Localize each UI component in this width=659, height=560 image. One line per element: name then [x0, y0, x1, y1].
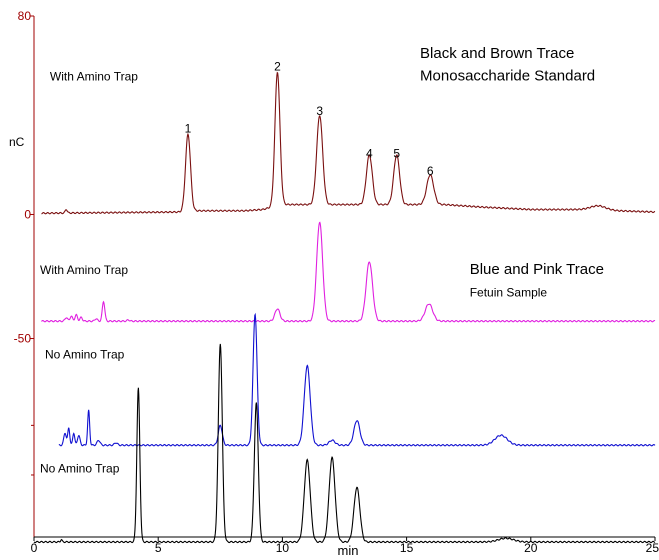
- annotation-4: With Amino Trap: [40, 263, 128, 277]
- trace-line-3: [58, 312, 656, 447]
- annotation-1: With Amino Trap: [50, 70, 138, 84]
- x-tick-label: 10: [276, 541, 290, 555]
- annotation-6: Fetuin Sample: [470, 285, 548, 299]
- x-tick-label: 5: [155, 541, 162, 555]
- y-tick-label: 80: [18, 9, 32, 23]
- x-tick-label: 25: [646, 541, 659, 555]
- annotation-3: Monosaccharide Standard: [420, 68, 595, 85]
- y-axis-label: nC: [9, 135, 25, 149]
- trace-line-2: [41, 221, 656, 323]
- y-tick-label: 0: [24, 207, 31, 221]
- y-tick-label: -50: [14, 332, 32, 346]
- annotation-5: Blue and Pink Trace: [470, 261, 604, 278]
- peak-label-2: 2: [274, 60, 281, 74]
- peak-label-4: 4: [366, 146, 373, 160]
- peak-label-3: 3: [316, 104, 323, 118]
- annotation-7: No Amino Trap: [45, 347, 125, 361]
- peak-label-5: 5: [393, 146, 400, 160]
- annotation-layer: With Amino Trap Black and Brown Trace Mono…: [40, 45, 604, 475]
- x-tick-label: 15: [400, 541, 414, 555]
- axes-layer: [30, 15, 656, 541]
- x-axis-label: min: [338, 543, 359, 558]
- annotation-8: No Amino Trap: [40, 461, 120, 475]
- x-tick-label: 20: [524, 541, 538, 555]
- trace-layer: [33, 71, 656, 544]
- trace-line-1: [41, 71, 656, 215]
- peak-label-6: 6: [427, 164, 434, 178]
- trace-line-4: [33, 343, 656, 544]
- x-tick-label: 0: [31, 541, 38, 555]
- peak-label-1: 1: [185, 122, 192, 136]
- annotation-2: Black and Brown Trace: [420, 45, 574, 62]
